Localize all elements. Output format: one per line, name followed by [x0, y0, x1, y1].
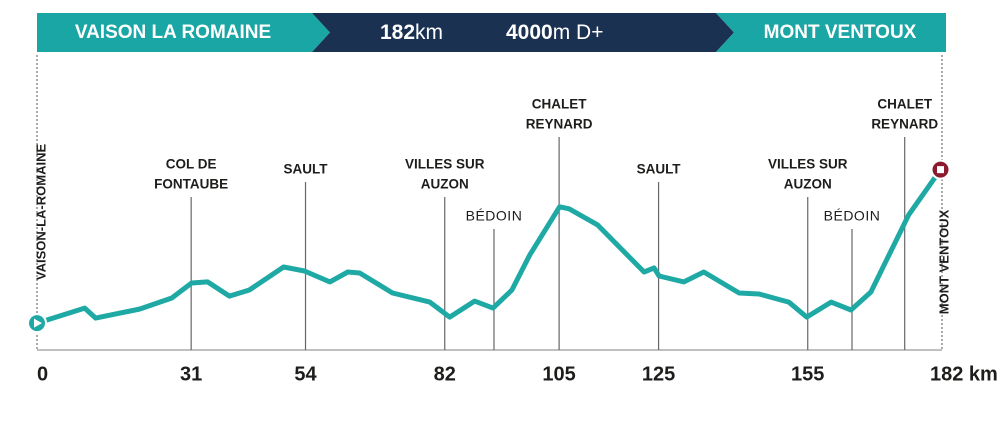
x-tick-label: 31: [180, 363, 202, 385]
landmark-label: BÉDOIN: [466, 208, 523, 224]
x-tick-label: 82: [434, 363, 456, 385]
landmark-label: COL DE: [166, 157, 217, 172]
distance-unit: km: [415, 21, 443, 44]
climb-unit: m D+: [553, 21, 604, 44]
landmark-label: CHALET: [877, 97, 932, 112]
landmark-label: SAULT: [284, 162, 329, 177]
header-start-band: [37, 13, 330, 52]
landmark-label: BÉDOIN: [824, 208, 881, 224]
header-start: VAISON LA ROMAINE: [75, 22, 271, 43]
header-climb: 4000m D+: [506, 21, 603, 44]
start-marker-icon: [34, 318, 42, 328]
climb-value: 4000: [506, 21, 553, 44]
landmark-label: SAULT: [637, 162, 682, 177]
x-tick-label: 125: [642, 363, 675, 385]
header-end: MONT VENTOUX: [764, 22, 917, 43]
landmark-label: VILLES SUR: [405, 157, 485, 172]
x-tick-label: 155: [791, 363, 824, 385]
x-tick-label: 105: [542, 363, 575, 385]
start-label: VAISON-LA-ROMAINE: [33, 144, 48, 281]
end-label: MONT VENTOUX: [936, 209, 951, 314]
landmark-label: REYNARD: [526, 117, 593, 132]
end-marker-icon: [937, 166, 945, 174]
landmark-label: AUZON: [421, 177, 469, 192]
distance-value: 182: [380, 21, 415, 44]
landmark-label: VILLES SUR: [768, 157, 848, 172]
elevation-line: [34, 167, 943, 326]
header-middle-band: [312, 13, 734, 52]
landmark-label: AUZON: [784, 177, 832, 192]
x-tick-label: 0: [37, 363, 48, 385]
landmark-label: CHALET: [532, 97, 587, 112]
landmark-label: REYNARD: [871, 117, 938, 132]
x-tick-label: 182 km: [930, 363, 998, 385]
header-end-band: [716, 13, 946, 52]
landmark-label: FONTAUBE: [154, 177, 228, 192]
x-tick-label: 54: [294, 363, 317, 385]
header-distance: 182km: [380, 21, 443, 44]
